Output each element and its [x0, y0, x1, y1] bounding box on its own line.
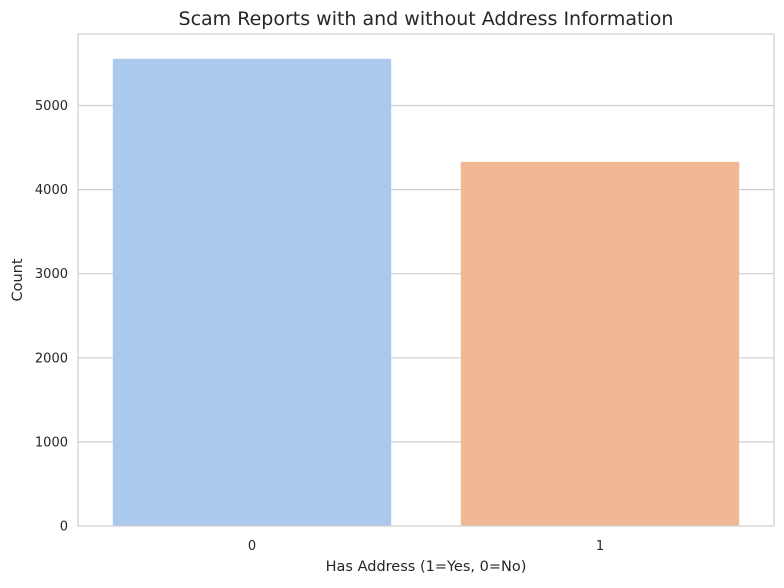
y-tick-label: 3000: [35, 267, 68, 282]
bar-0: [112, 58, 392, 527]
y-axis-label: Count: [10, 258, 26, 301]
bars: [112, 58, 740, 527]
x-tick-label: 0: [248, 539, 256, 554]
chart-title: Scam Reports with and without Address In…: [179, 8, 674, 30]
y-tick-label: 4000: [35, 183, 68, 198]
plot-frame: [77, 33, 775, 527]
x-axis-label: Has Address (1=Yes, 0=No): [326, 559, 527, 575]
y-tick-label: 2000: [35, 351, 68, 366]
x-tick-label: 1: [596, 539, 604, 554]
y-tick-label: 5000: [35, 99, 68, 114]
y-tick-labels: 0 1000 2000 3000 4000 5000: [35, 99, 68, 535]
y-tick-label: 1000: [35, 435, 68, 450]
y-tick-label: 0: [60, 520, 68, 535]
bar-1: [460, 161, 740, 527]
